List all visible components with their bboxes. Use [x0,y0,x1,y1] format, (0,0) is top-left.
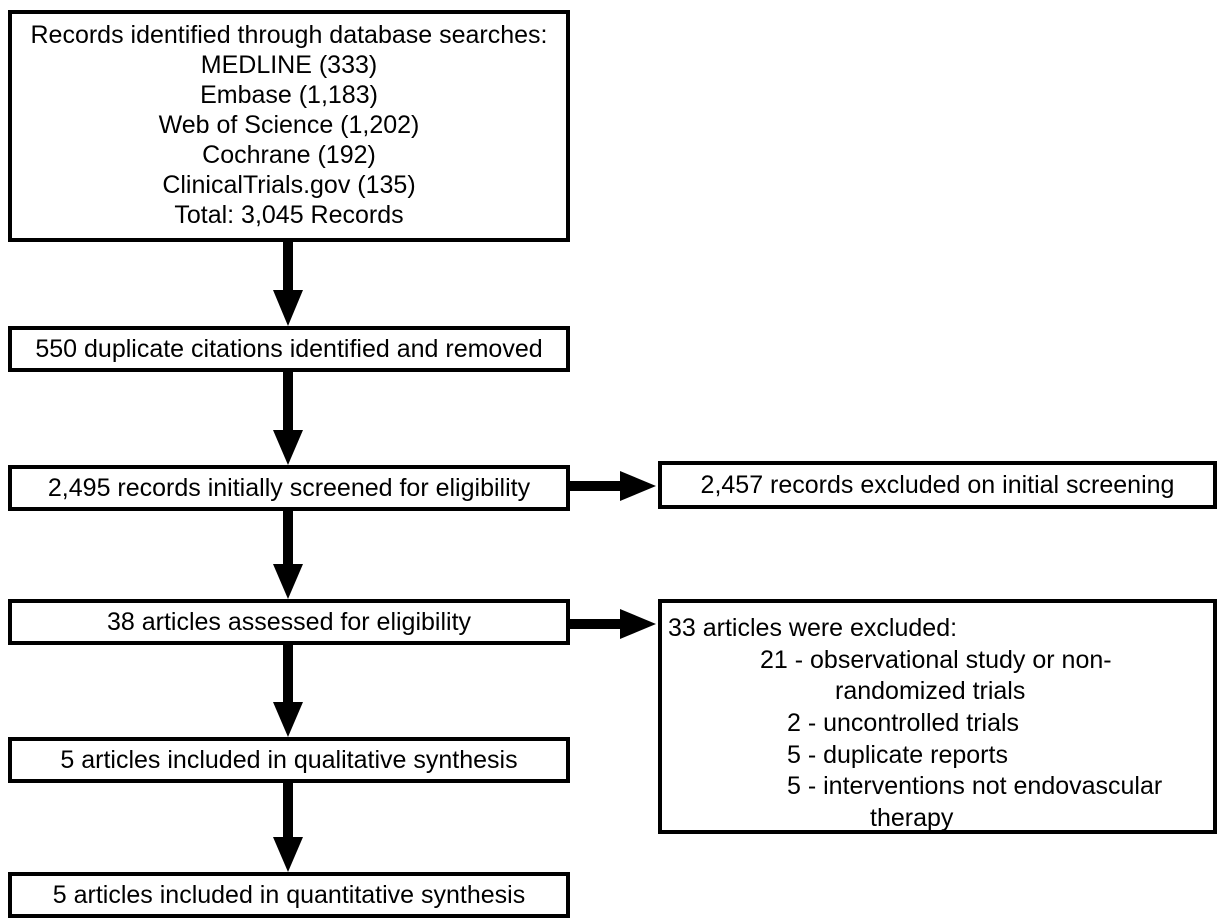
excluded-full-heading: 33 articles were excluded: [668,614,958,642]
qualitative-text: 5 articles included in qualitative synth… [60,746,518,774]
assessed-box: 38 articles assessed for eligibility [8,599,570,645]
source-web-of-science: Web of Science (1,202) [158,111,420,139]
source-cochrane: Cochrane (192) [202,141,376,169]
exclusion-reason-line: 5 - interventions not endovascular [787,772,1163,800]
source-clinicaltrials: ClinicalTrials.gov (135) [162,171,416,199]
screened-box: 2,495 records initially screened for eli… [8,465,570,511]
arrow-search-to-duplicates [273,242,303,326]
quantitative-text: 5 articles included in quantitative synt… [52,881,526,909]
search-total: Total: 3,045 Records [174,201,404,229]
arrow-duplicates-to-screened [273,372,303,465]
screened-text: 2,495 records initially screened for eli… [47,474,531,502]
duplicates-text: 550 duplicate citations identified and r… [35,335,543,363]
exclusion-reason-line: 5 - duplicate reports [787,741,1008,769]
search-heading: Records identified through database sear… [30,21,548,49]
exclusion-reason-line: randomized trials [835,677,1026,705]
qualitative-box: 5 articles included in qualitative synth… [8,737,570,783]
excluded-initial-text: 2,457 records excluded on initial screen… [700,471,1175,499]
quantitative-box: 5 articles included in quantitative synt… [8,872,570,918]
source-embase: Embase (1,183) [200,81,378,109]
arrow-assessed-to-qualitative [273,645,303,737]
exclusion-reason-line: 2 - uncontrolled trials [787,709,1020,737]
search-records-box: Records identified through database sear… [8,10,570,242]
source-medline: MEDLINE (333) [200,51,378,79]
arrow-assessed-to-excluded-full [570,609,656,639]
excluded-full-box: 33 articles were excluded: 21 - observat… [658,599,1217,834]
arrow-screened-to-assessed [273,511,303,599]
arrow-qualitative-to-quantitative [273,783,303,872]
exclusion-reason-line: therapy [870,804,954,832]
assessed-text: 38 articles assessed for eligibility [106,608,472,636]
duplicates-box: 550 duplicate citations identified and r… [8,326,570,372]
excluded-initial-box: 2,457 records excluded on initial screen… [658,461,1217,509]
arrow-screened-to-excluded-initial [570,471,656,501]
exclusion-reason-line: 21 - observational study or non- [760,646,1112,674]
